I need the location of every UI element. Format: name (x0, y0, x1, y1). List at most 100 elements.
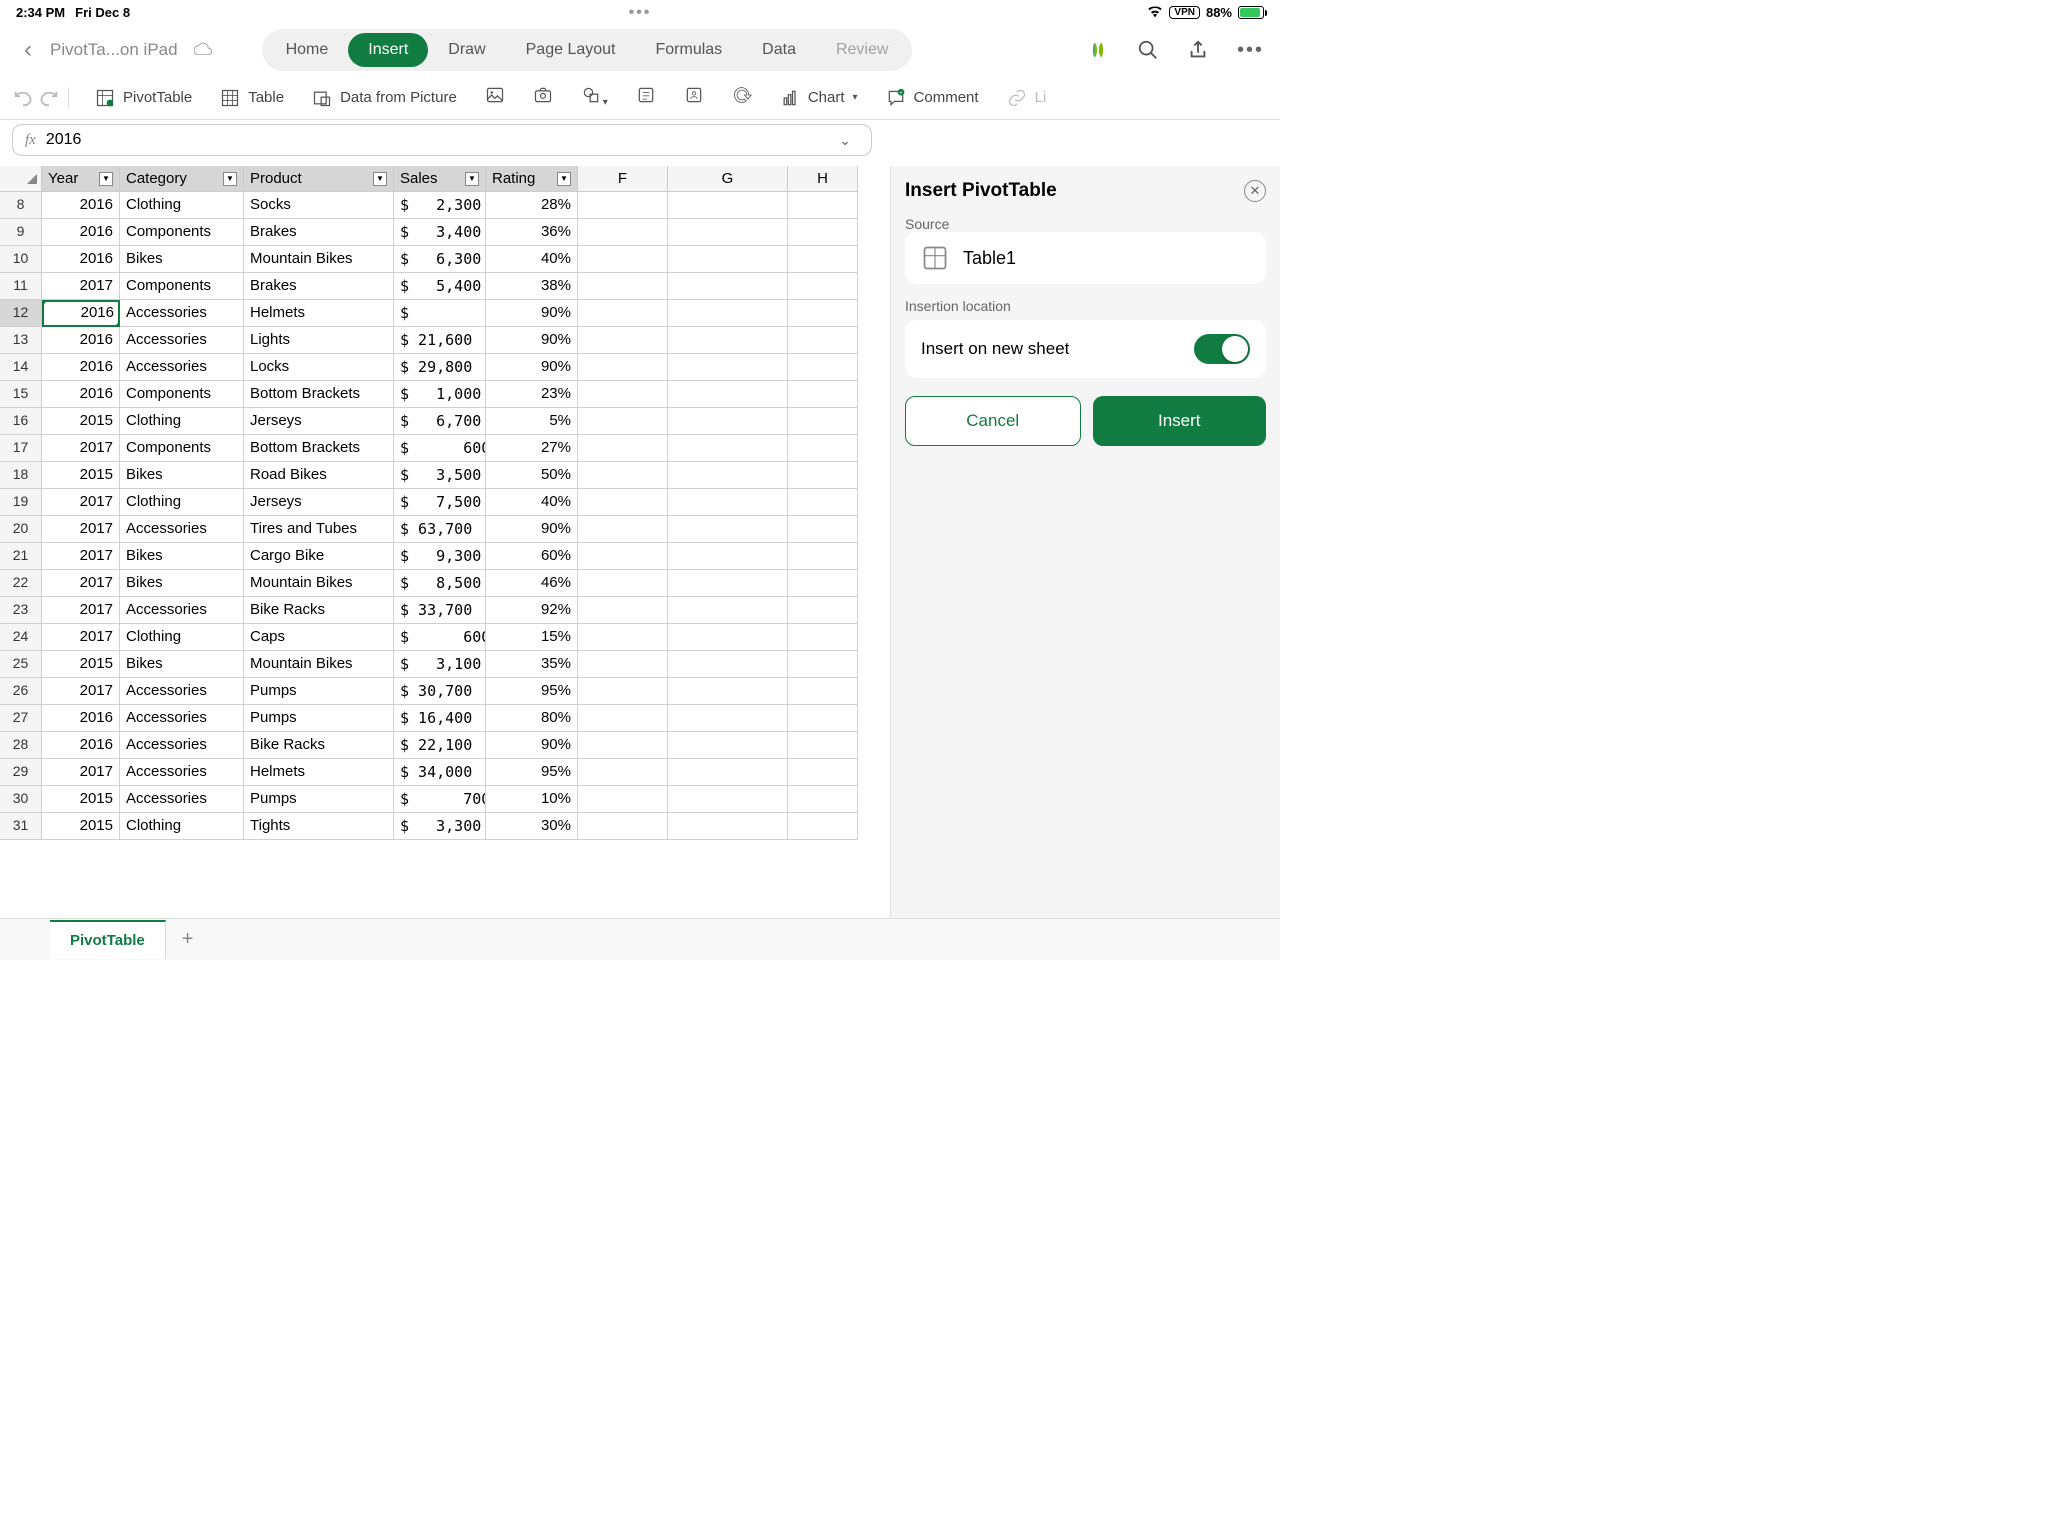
tab-insert[interactable]: Insert (348, 33, 428, 67)
share-icon[interactable] (1187, 39, 1209, 61)
new-sheet-toggle[interactable] (1194, 334, 1250, 364)
cell[interactable] (668, 597, 788, 624)
spreadsheet-grid[interactable]: Year▼Category▼Product▼Sales▼Rating▼FGH82… (0, 166, 890, 956)
row-header[interactable]: 8 (0, 192, 42, 219)
cell[interactable]: $ 6,700 (394, 408, 486, 435)
cell[interactable]: Bikes (120, 651, 244, 678)
insert-table-button[interactable]: Table (210, 82, 294, 114)
cell[interactable]: 10% (486, 786, 578, 813)
cell[interactable]: $ 63,700 (394, 516, 486, 543)
cell[interactable]: Bike Racks (244, 732, 394, 759)
source-card[interactable]: Table1 (905, 232, 1266, 284)
back-button[interactable]: ‹ (16, 36, 40, 64)
cell[interactable]: Bike Racks (244, 597, 394, 624)
insert-addins-button[interactable] (722, 79, 762, 116)
cell[interactable]: Components (120, 273, 244, 300)
cell[interactable]: 2015 (42, 651, 120, 678)
cell[interactable]: 2017 (42, 597, 120, 624)
cell[interactable]: 90% (486, 732, 578, 759)
cell[interactable] (788, 327, 858, 354)
cell[interactable]: 95% (486, 678, 578, 705)
filter-icon[interactable]: ▼ (99, 172, 113, 186)
cell[interactable]: 90% (486, 354, 578, 381)
cell[interactable]: 2016 (42, 354, 120, 381)
cell[interactable]: 2016 (42, 705, 120, 732)
cell[interactable]: $ 6,300 (394, 246, 486, 273)
fx-label[interactable]: fx (25, 132, 36, 149)
cell[interactable]: Bikes (120, 246, 244, 273)
cell[interactable] (788, 759, 858, 786)
cell[interactable] (668, 570, 788, 597)
cell[interactable]: Accessories (120, 786, 244, 813)
insert-people-button[interactable] (674, 79, 714, 116)
column-header[interactable]: Product▼ (244, 166, 394, 192)
cell[interactable] (788, 570, 858, 597)
cell[interactable]: Pumps (244, 705, 394, 732)
copilot-icon[interactable] (1087, 39, 1109, 61)
cell[interactable]: Mountain Bikes (244, 570, 394, 597)
add-sheet-button[interactable]: + (166, 918, 210, 961)
cell[interactable]: 35% (486, 651, 578, 678)
row-header[interactable]: 27 (0, 705, 42, 732)
insert-camera-button[interactable] (523, 79, 563, 116)
column-header[interactable]: Rating▼ (486, 166, 578, 192)
cell[interactable] (578, 651, 668, 678)
cell[interactable] (668, 300, 788, 327)
cell[interactable]: 2015 (42, 408, 120, 435)
data-from-picture-button[interactable]: Data from Picture (302, 82, 467, 114)
cell[interactable]: Accessories (120, 705, 244, 732)
row-header[interactable]: 22 (0, 570, 42, 597)
cell[interactable]: 2017 (42, 678, 120, 705)
cell[interactable]: 2016 (42, 381, 120, 408)
cell[interactable]: 40% (486, 489, 578, 516)
column-header[interactable]: G (668, 166, 788, 192)
cell[interactable] (578, 327, 668, 354)
cell[interactable]: Components (120, 219, 244, 246)
row-header[interactable]: 18 (0, 462, 42, 489)
cell[interactable] (578, 570, 668, 597)
cell[interactable] (788, 516, 858, 543)
tab-review[interactable]: Review (816, 33, 908, 67)
cell[interactable]: 90% (486, 516, 578, 543)
cell[interactable]: 38% (486, 273, 578, 300)
cell[interactable]: $ 34,000 (394, 759, 486, 786)
cell[interactable]: Accessories (120, 354, 244, 381)
cell[interactable]: Accessories (120, 759, 244, 786)
cell[interactable] (668, 435, 788, 462)
cell[interactable] (668, 246, 788, 273)
cell[interactable]: 2017 (42, 273, 120, 300)
cell[interactable] (578, 624, 668, 651)
cell[interactable]: 90% (486, 327, 578, 354)
cell[interactable]: Brakes (244, 219, 394, 246)
cell[interactable]: Helmets (244, 759, 394, 786)
cell[interactable] (578, 678, 668, 705)
cell[interactable] (578, 813, 668, 840)
column-header[interactable]: Year▼ (42, 166, 120, 192)
cell[interactable]: $ 29,800 (394, 354, 486, 381)
cell[interactable]: 36% (486, 219, 578, 246)
cell[interactable] (578, 381, 668, 408)
cell[interactable]: $ 700 (394, 786, 486, 813)
cell[interactable]: 2016 (42, 300, 120, 327)
cell[interactable]: 2015 (42, 462, 120, 489)
row-header[interactable]: 15 (0, 381, 42, 408)
cell[interactable]: 15% (486, 624, 578, 651)
cell[interactable]: Bikes (120, 543, 244, 570)
cell[interactable]: 2016 (42, 219, 120, 246)
cell[interactable] (668, 462, 788, 489)
cell[interactable]: $ 2,300 (394, 192, 486, 219)
cell[interactable] (668, 786, 788, 813)
cell[interactable] (578, 300, 668, 327)
insert-picture-button[interactable] (475, 79, 515, 116)
cell[interactable] (578, 543, 668, 570)
insert-comment-button[interactable]: + Comment (876, 82, 989, 114)
row-header[interactable]: 10 (0, 246, 42, 273)
close-panel-button[interactable]: ✕ (1244, 180, 1266, 202)
cell[interactable] (668, 381, 788, 408)
cell[interactable]: Clothing (120, 408, 244, 435)
cell[interactable]: Jerseys (244, 489, 394, 516)
cell[interactable]: $ 600 (394, 435, 486, 462)
row-header[interactable]: 24 (0, 624, 42, 651)
column-header[interactable]: F (578, 166, 668, 192)
cell[interactable] (578, 435, 668, 462)
